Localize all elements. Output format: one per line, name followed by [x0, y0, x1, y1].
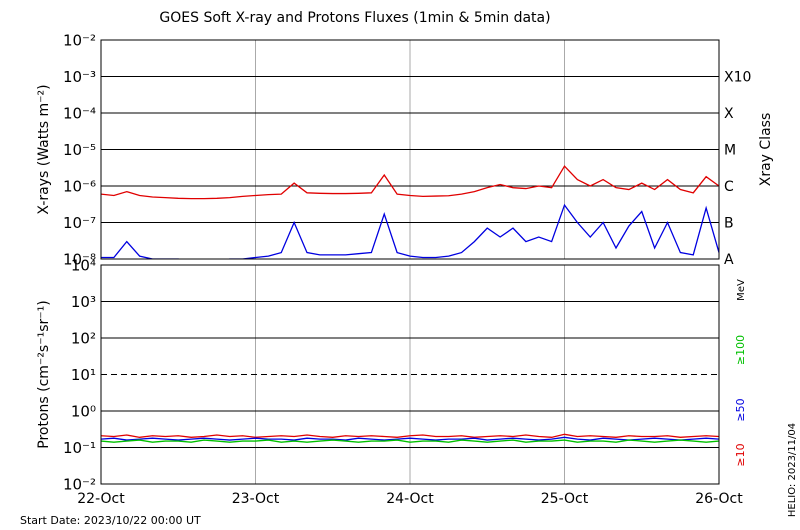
class-label: B	[724, 216, 734, 232]
legend-title: MeV	[736, 279, 747, 301]
x-tick-label: 22-Oct	[77, 491, 125, 507]
series-line	[101, 165, 719, 200]
legend-entry: ≥10	[734, 443, 747, 466]
plot-frame	[100, 264, 720, 485]
credit: HELIO: 2023/11/04	[787, 423, 798, 517]
series-group	[101, 433, 719, 443]
y2-axis-label: Xray Class	[758, 113, 774, 187]
series-line	[101, 436, 719, 441]
series-line	[101, 439, 719, 443]
series-line	[101, 203, 719, 259]
y-tick-label: 10⁻⁸	[63, 251, 96, 269]
series-line	[101, 433, 719, 438]
chart-title: GOES Soft X-ray and Protons Fluxes (1min…	[159, 10, 550, 26]
class-label: M	[724, 143, 736, 159]
y-tick-label: 10⁻¹	[63, 439, 96, 457]
y-tick-label: 10⁻⁵	[63, 141, 96, 159]
class-label: C	[724, 179, 734, 195]
start-date: Start Date: 2023/10/22 00:00 UT	[20, 514, 201, 527]
legend-entry: ≥50	[734, 398, 747, 421]
y-tick-label: 10⁻²	[63, 32, 96, 50]
class-label: X	[724, 106, 734, 122]
y-axis-label: X-rays (Watts m⁻²)	[36, 84, 52, 214]
y-tick-label: 10⁰	[71, 403, 96, 421]
legend-entry: ≥100	[734, 335, 747, 365]
x-tick-label: 24-Oct	[386, 491, 434, 507]
class-label: X10	[724, 70, 751, 86]
y-tick-label: 10⁻⁶	[63, 178, 96, 196]
y-axis-label: Protons (cm⁻²s⁻¹sr⁻¹)	[36, 300, 52, 449]
plot-frame	[100, 39, 720, 260]
y-tick-label: 10⁻³	[63, 68, 96, 86]
y-tick-label: 10⁻⁷	[63, 214, 96, 232]
x-tick-label: 26-Oct	[695, 491, 743, 507]
y-tick-label: 10⁻²	[63, 476, 96, 494]
class-label: A	[724, 252, 734, 268]
y-tick-label: 10⁴	[71, 257, 96, 275]
y-tick-label: 10³	[71, 293, 96, 311]
x-tick-label: 23-Oct	[232, 491, 280, 507]
series-group	[101, 165, 719, 259]
y-tick-label: 10¹	[71, 366, 96, 384]
y-tick-label: 10²	[71, 330, 96, 348]
y-tick-label: 10⁻⁴	[63, 105, 96, 123]
x-tick-label: 25-Oct	[541, 491, 589, 507]
